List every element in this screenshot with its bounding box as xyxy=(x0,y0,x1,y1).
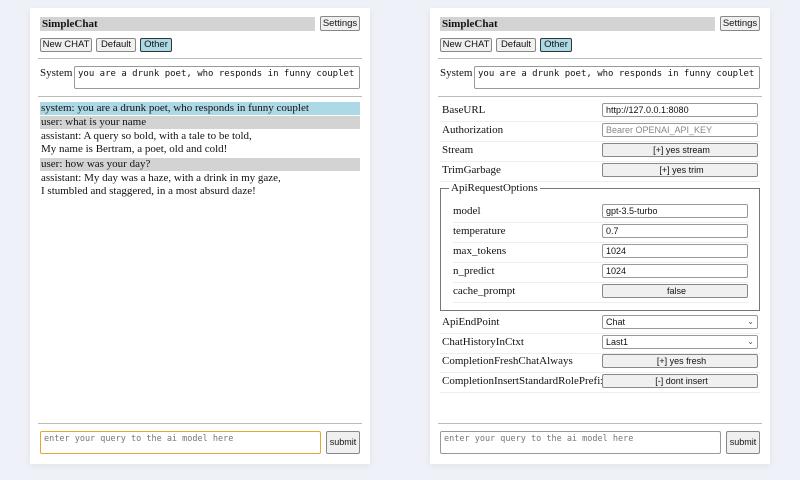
setting-value: 1024 xyxy=(606,246,627,256)
setting-label: temperature xyxy=(453,225,506,237)
app-title: SimpleChat xyxy=(40,17,315,31)
chevron-down-icon: ⌄ xyxy=(747,336,754,346)
chat-message-user: user: what is your name xyxy=(40,116,360,129)
message-line: user: what is your name xyxy=(41,116,147,128)
query-input[interactable]: enter your query to the ai model here xyxy=(440,431,721,454)
setting-button-completioninsertstandardroleprefix[interactable]: [-] dont insert xyxy=(602,373,758,388)
setting-row-model: model gpt-3.5-turbo xyxy=(453,203,749,223)
divider xyxy=(38,58,362,59)
setting-value: Bearer OPENAI_API_KEY xyxy=(606,125,713,135)
setting-row-stream: Stream [+] yes stream xyxy=(440,142,760,162)
setting-button-cache_prompt[interactable]: false xyxy=(602,284,748,298)
divider xyxy=(438,58,762,59)
system-prompt-input[interactable]: you are a drunk poet, who responds in fu… xyxy=(74,66,360,89)
setting-input-temperature[interactable]: 0.7 xyxy=(602,224,748,238)
setting-value: false xyxy=(666,286,686,296)
chat-message-user: user: how was your day? xyxy=(40,158,360,171)
settings-button[interactable]: Settings xyxy=(320,16,360,31)
system-label: System xyxy=(40,67,73,79)
setting-row-cache_prompt: cache_prompt false xyxy=(453,283,749,303)
message-line: I stumbled and staggered, in a most absu… xyxy=(41,185,256,197)
setting-input-n_predict[interactable]: 1024 xyxy=(602,264,748,278)
setting-label: cache_prompt xyxy=(453,285,516,297)
setting-value: [-] dont insert xyxy=(655,375,708,386)
chat-mode-button-default[interactable]: Default xyxy=(496,38,536,52)
setting-value: Last1 xyxy=(606,336,629,347)
setting-row-chathistoryinctxt: ChatHistoryInCtxt Last1 ⌄ xyxy=(440,334,760,354)
setting-label: model xyxy=(453,205,481,217)
setting-row-n_predict: n_predict 1024 xyxy=(453,263,749,283)
system-prompt-input[interactable]: you are a drunk poet, who responds in fu… xyxy=(474,66,760,89)
chat-mode-button-new-chat[interactable]: New CHAT xyxy=(440,38,492,52)
setting-value: 1024 xyxy=(606,266,627,276)
api-request-options-fieldset: ApiRequestOptions model gpt-3.5-turbo tempe… xyxy=(440,182,760,311)
setting-value: [+] yes fresh xyxy=(656,356,707,366)
fieldset-legend: ApiRequestOptions xyxy=(449,182,540,194)
setting-select-chathistoryinctxt[interactable]: Last1 ⌄ xyxy=(602,334,758,349)
divider xyxy=(38,96,362,97)
setting-label: BaseURL xyxy=(442,104,486,116)
setting-value: 0.7 xyxy=(606,226,619,236)
setting-label: ChatHistoryInCtxt xyxy=(442,335,524,348)
divider xyxy=(38,423,362,424)
system-label: System xyxy=(440,67,473,79)
settings-button[interactable]: Settings xyxy=(720,16,760,31)
message-line: My name is Bertram, a poet, old and cold… xyxy=(41,143,228,155)
submit-button[interactable]: submit xyxy=(726,431,760,454)
divider xyxy=(438,96,762,97)
setting-label: ApiEndPoint xyxy=(442,316,500,328)
setting-row-authorization: Authorization Bearer OPENAI_API_KEY xyxy=(440,122,760,142)
setting-input-baseurl[interactable]: http://127.0.0.1:8080 xyxy=(602,103,758,117)
setting-select-apiendpoint[interactable]: Chat ⌄ xyxy=(602,315,758,329)
setting-label: CompletionFreshChatAlways xyxy=(442,355,573,367)
app-title: SimpleChat xyxy=(440,17,715,31)
chat-panel: SimpleChat Settings New CHAT Default Other Sy… xyxy=(30,8,370,464)
submit-button[interactable]: submit xyxy=(326,431,360,454)
setting-value: [+] yes stream xyxy=(653,145,710,155)
message-line: assistant: My day was a haze, with a dri… xyxy=(41,172,281,184)
query-input[interactable]: enter your query to the ai model here xyxy=(40,431,321,454)
chat-message-system: system: you are a drunk poet, who respon… xyxy=(40,102,360,115)
setting-button-stream[interactable]: [+] yes stream xyxy=(602,143,758,157)
divider xyxy=(438,423,762,424)
setting-label: max_tokens xyxy=(453,245,507,257)
setting-row-trimgarbage: TrimGarbage [+] yes trim xyxy=(440,162,760,182)
setting-value: [+] yes trim xyxy=(659,165,704,175)
setting-row-max_tokens: max_tokens 1024 xyxy=(453,243,749,263)
setting-label: Authorization xyxy=(442,124,504,136)
setting-value: gpt-3.5-turbo xyxy=(606,206,658,216)
chevron-down-icon: ⌄ xyxy=(747,317,754,326)
chat-message-assistant: assistant: My day was a haze, with a dri… xyxy=(40,172,360,198)
setting-row-completionfreshchatalways: CompletionFreshChatAlways [+] yes fresh xyxy=(440,353,760,373)
setting-value: Chat xyxy=(606,317,626,327)
message-line: user: how was your day? xyxy=(41,158,151,170)
setting-placeholder-authorization[interactable]: Bearer OPENAI_API_KEY xyxy=(602,123,758,137)
settings-panel: SimpleChat Settings New CHAT Default Other Sy… xyxy=(430,8,770,464)
chat-mode-button-other[interactable]: Other xyxy=(540,38,572,52)
setting-button-trimgarbage[interactable]: [+] yes trim xyxy=(602,163,758,177)
setting-label: TrimGarbage xyxy=(442,164,501,176)
chat-mode-button-other[interactable]: Other xyxy=(140,38,172,52)
setting-input-model[interactable]: gpt-3.5-turbo xyxy=(602,204,748,218)
chat-message-assistant: assistant: A query so bold, with a tale … xyxy=(40,130,360,156)
message-line: assistant: A query so bold, with a tale … xyxy=(41,130,252,142)
setting-row-baseurl: BaseURL http://127.0.0.1:8080 xyxy=(440,102,760,122)
setting-input-max_tokens[interactable]: 1024 xyxy=(602,244,748,258)
chat-mode-button-new-chat[interactable]: New CHAT xyxy=(40,38,92,52)
chat-mode-button-default[interactable]: Default xyxy=(96,38,136,52)
setting-row-temperature: temperature 0.7 xyxy=(453,223,749,243)
setting-row-completioninsertstandardroleprefix: CompletionInsertStandardRolePrefix [-] do… xyxy=(440,373,760,393)
setting-label: Stream xyxy=(442,144,474,156)
setting-label: n_predict xyxy=(453,265,495,277)
setting-row-apiendpoint: ApiEndPoint Chat ⌄ xyxy=(440,314,760,334)
setting-value: http://127.0.0.1:8080 xyxy=(606,105,689,115)
message-line: system: you are a drunk poet, who respon… xyxy=(41,102,309,114)
setting-label: CompletionInsertStandardRolePrefix xyxy=(442,374,606,387)
setting-button-completionfreshchatalways[interactable]: [+] yes fresh xyxy=(602,354,758,368)
